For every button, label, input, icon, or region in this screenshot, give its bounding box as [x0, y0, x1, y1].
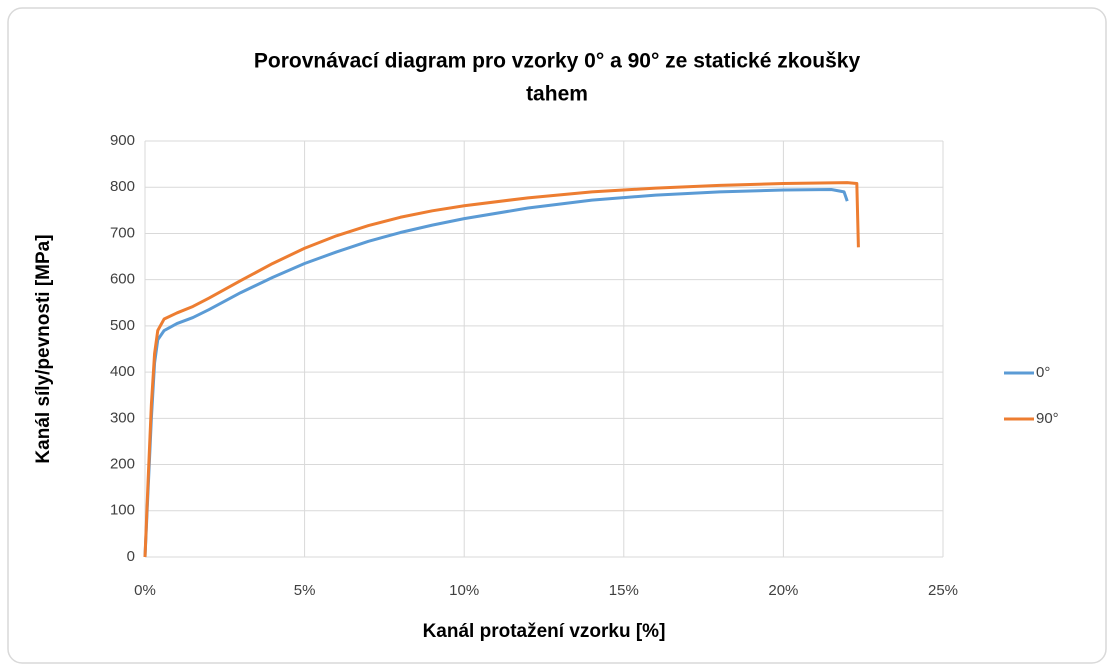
y-axis-title: Kanál síly/pevnosti [MPa]	[33, 234, 54, 463]
y-tick-label: 200	[110, 456, 135, 473]
y-tick-label: 300	[110, 409, 135, 426]
y-tick-label: 100	[110, 502, 135, 519]
y-tick-label: 600	[110, 271, 135, 288]
x-tick-label: 25%	[928, 582, 958, 599]
y-tick-label: 400	[110, 363, 135, 380]
chart-title: Porovnávací diagram pro vzorky 0° a 90° …	[254, 50, 861, 73]
y-tick-label: 800	[110, 178, 135, 195]
chart-title: tahem	[526, 83, 588, 106]
x-tick-label: 5%	[294, 582, 316, 599]
y-tick-label: 0	[127, 548, 135, 565]
chart-border	[7, 7, 1107, 664]
y-tick-label: 700	[110, 224, 135, 241]
y-tick-label: 500	[110, 317, 135, 334]
x-tick-label: 15%	[609, 582, 639, 599]
series-line	[143, 181, 860, 558]
x-tick-label: 0%	[134, 582, 156, 599]
legend-label: 0°	[1036, 364, 1050, 381]
y-tick-label: 900	[110, 132, 135, 149]
legend-label: 90°	[1036, 410, 1059, 427]
x-axis-title: Kanál protažení vzorku [%]	[423, 621, 666, 642]
x-tick-label: 10%	[449, 582, 479, 599]
x-tick-label: 20%	[768, 582, 798, 599]
